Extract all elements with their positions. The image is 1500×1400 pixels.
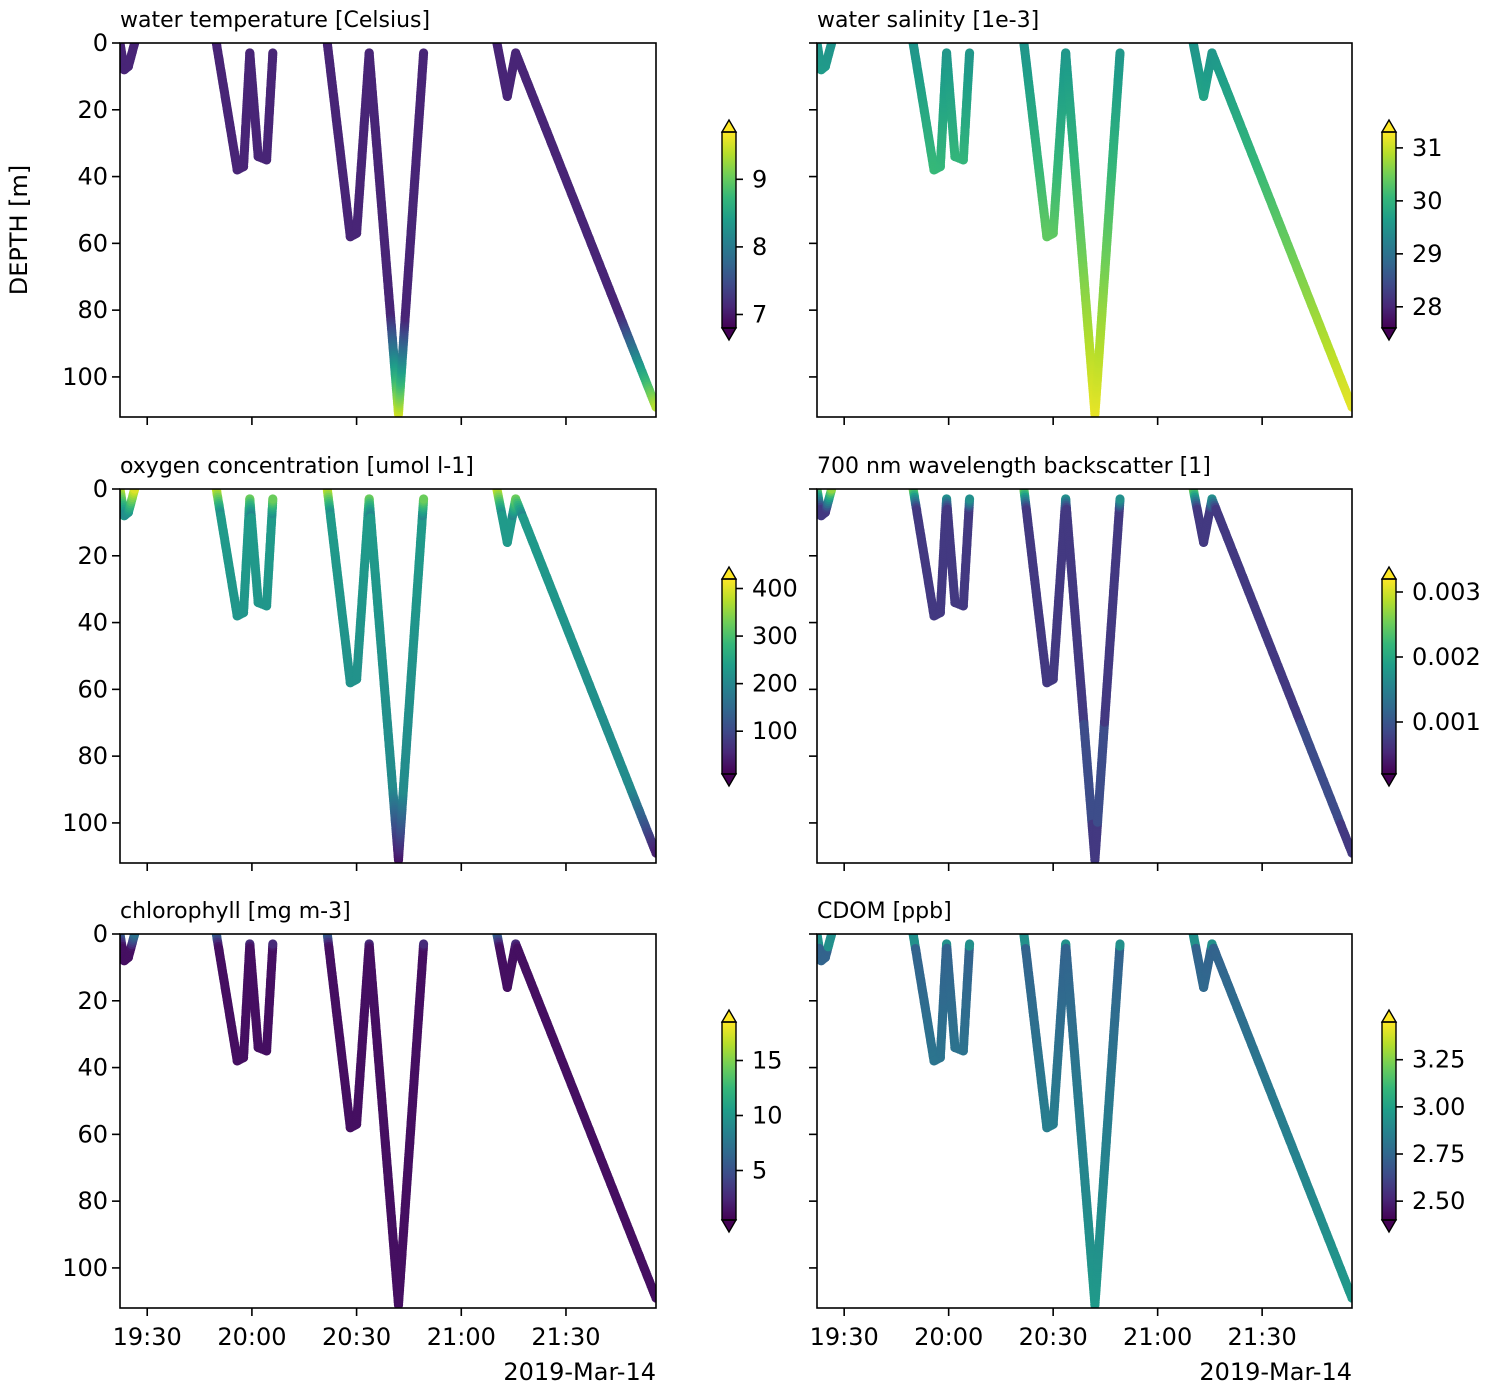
colorbar-extend-min bbox=[1380, 773, 1398, 788]
y-tick-label: 100 bbox=[62, 809, 108, 837]
colorbar-frame bbox=[1381, 578, 1397, 775]
data-point bbox=[827, 43, 837, 48]
y-tick-label: 60 bbox=[77, 229, 108, 257]
colorbar-extend-min bbox=[720, 773, 738, 788]
y-tick-label: 20 bbox=[77, 96, 108, 124]
data-point bbox=[1115, 494, 1125, 504]
data-point bbox=[965, 494, 975, 504]
data-point bbox=[130, 489, 140, 494]
data-point bbox=[419, 48, 429, 58]
colorbar-tick-label: 0.002 bbox=[1412, 643, 1481, 671]
panel-2: water salinity [1e-3] 28 29 30 31 bbox=[809, 8, 1443, 425]
colorbar-tick-label: 31 bbox=[1412, 134, 1443, 162]
colorbar-extend-min bbox=[1380, 327, 1398, 342]
panel-4: 700 nm wavelength backscatter [1]0.0010.… bbox=[809, 454, 1481, 871]
panel-title: water temperature [Celsius] bbox=[120, 8, 430, 33]
colorbar-fill bbox=[722, 132, 736, 328]
colorbar-extend-max bbox=[1380, 118, 1398, 133]
plot-frame bbox=[119, 488, 657, 864]
colorbar-fill bbox=[1382, 132, 1396, 328]
y-tick-label: 80 bbox=[77, 742, 108, 770]
y-tick-label: 80 bbox=[77, 296, 108, 324]
colorbar-tick-label: 300 bbox=[752, 622, 798, 650]
panel-3: oxygen concentration [umol l-1] 0 20 40 60 80… bbox=[62, 454, 798, 871]
colorbar-tick-label: 200 bbox=[752, 670, 798, 698]
plot-frame bbox=[119, 42, 657, 418]
plot-frame bbox=[816, 42, 1353, 418]
colorbar-tick-label: 7 bbox=[752, 300, 767, 328]
y-tick-label: 40 bbox=[77, 163, 108, 191]
colorbar-fill bbox=[1382, 579, 1396, 774]
colorbar-extend-min bbox=[720, 327, 738, 342]
data-point bbox=[965, 48, 975, 58]
colorbar-tick-label: 0.003 bbox=[1412, 578, 1481, 606]
track-points bbox=[120, 43, 656, 417]
track-points bbox=[120, 489, 656, 863]
colorbar-tick-label: 29 bbox=[1412, 240, 1443, 268]
panel-title: 700 nm wavelength backscatter [1] bbox=[817, 454, 1211, 479]
colorbar-extend-max bbox=[1380, 565, 1398, 580]
data-point bbox=[268, 48, 278, 58]
colorbar-fill bbox=[722, 579, 736, 774]
y-tick-label: 60 bbox=[77, 675, 108, 703]
colorbar-tick-label: 100 bbox=[752, 717, 798, 745]
colorbar: 0.001 0.002 0.003 bbox=[1380, 565, 1481, 788]
colorbar: 100 200 300 400 bbox=[720, 565, 798, 788]
y-tick-label: 20 bbox=[77, 542, 108, 570]
track-points bbox=[817, 489, 1352, 863]
data-point bbox=[1115, 48, 1125, 58]
data-point bbox=[268, 939, 278, 949]
colorbar: 28 29 30 31 bbox=[1380, 118, 1443, 342]
panel-title: oxygen concentration [umol l-1] bbox=[120, 454, 474, 479]
colorbar-tick-label: 28 bbox=[1412, 293, 1443, 321]
colorbar-tick-label: 30 bbox=[1412, 187, 1443, 215]
data-point bbox=[651, 402, 656, 412]
y-tick-label: 0 bbox=[93, 475, 108, 503]
y-tick-label: 0 bbox=[93, 29, 108, 57]
data-point bbox=[1347, 402, 1352, 412]
colorbar: 7 8 9 bbox=[720, 118, 767, 342]
colorbar-extend-max bbox=[720, 118, 738, 133]
y-tick-label: 40 bbox=[77, 609, 108, 637]
data-point bbox=[419, 494, 429, 504]
data-point bbox=[130, 43, 140, 48]
data-point bbox=[1347, 848, 1352, 858]
track-points bbox=[120, 934, 656, 1308]
colorbar-extend-max bbox=[720, 565, 738, 580]
data-point bbox=[268, 494, 278, 504]
panel-1: water temperature [Celsius] 0 20 40 60 80 100 7… bbox=[62, 8, 767, 425]
data-point bbox=[651, 848, 656, 858]
track-points bbox=[817, 43, 1352, 417]
data-point bbox=[827, 489, 837, 494]
colorbar-tick-label: 9 bbox=[752, 165, 767, 193]
colorbar-frame bbox=[1381, 131, 1397, 329]
colorbar-tick-label: 8 bbox=[752, 233, 767, 261]
colorbar-tick-label: 400 bbox=[752, 575, 798, 603]
data-point bbox=[130, 934, 140, 939]
y-tick-label: 100 bbox=[62, 363, 108, 391]
plot-frame bbox=[816, 488, 1353, 864]
colorbar-frame bbox=[721, 578, 737, 775]
colorbar-tick-label: 0.001 bbox=[1412, 708, 1481, 736]
colorbar-frame bbox=[721, 131, 737, 329]
panel-title: water salinity [1e-3] bbox=[817, 8, 1039, 33]
